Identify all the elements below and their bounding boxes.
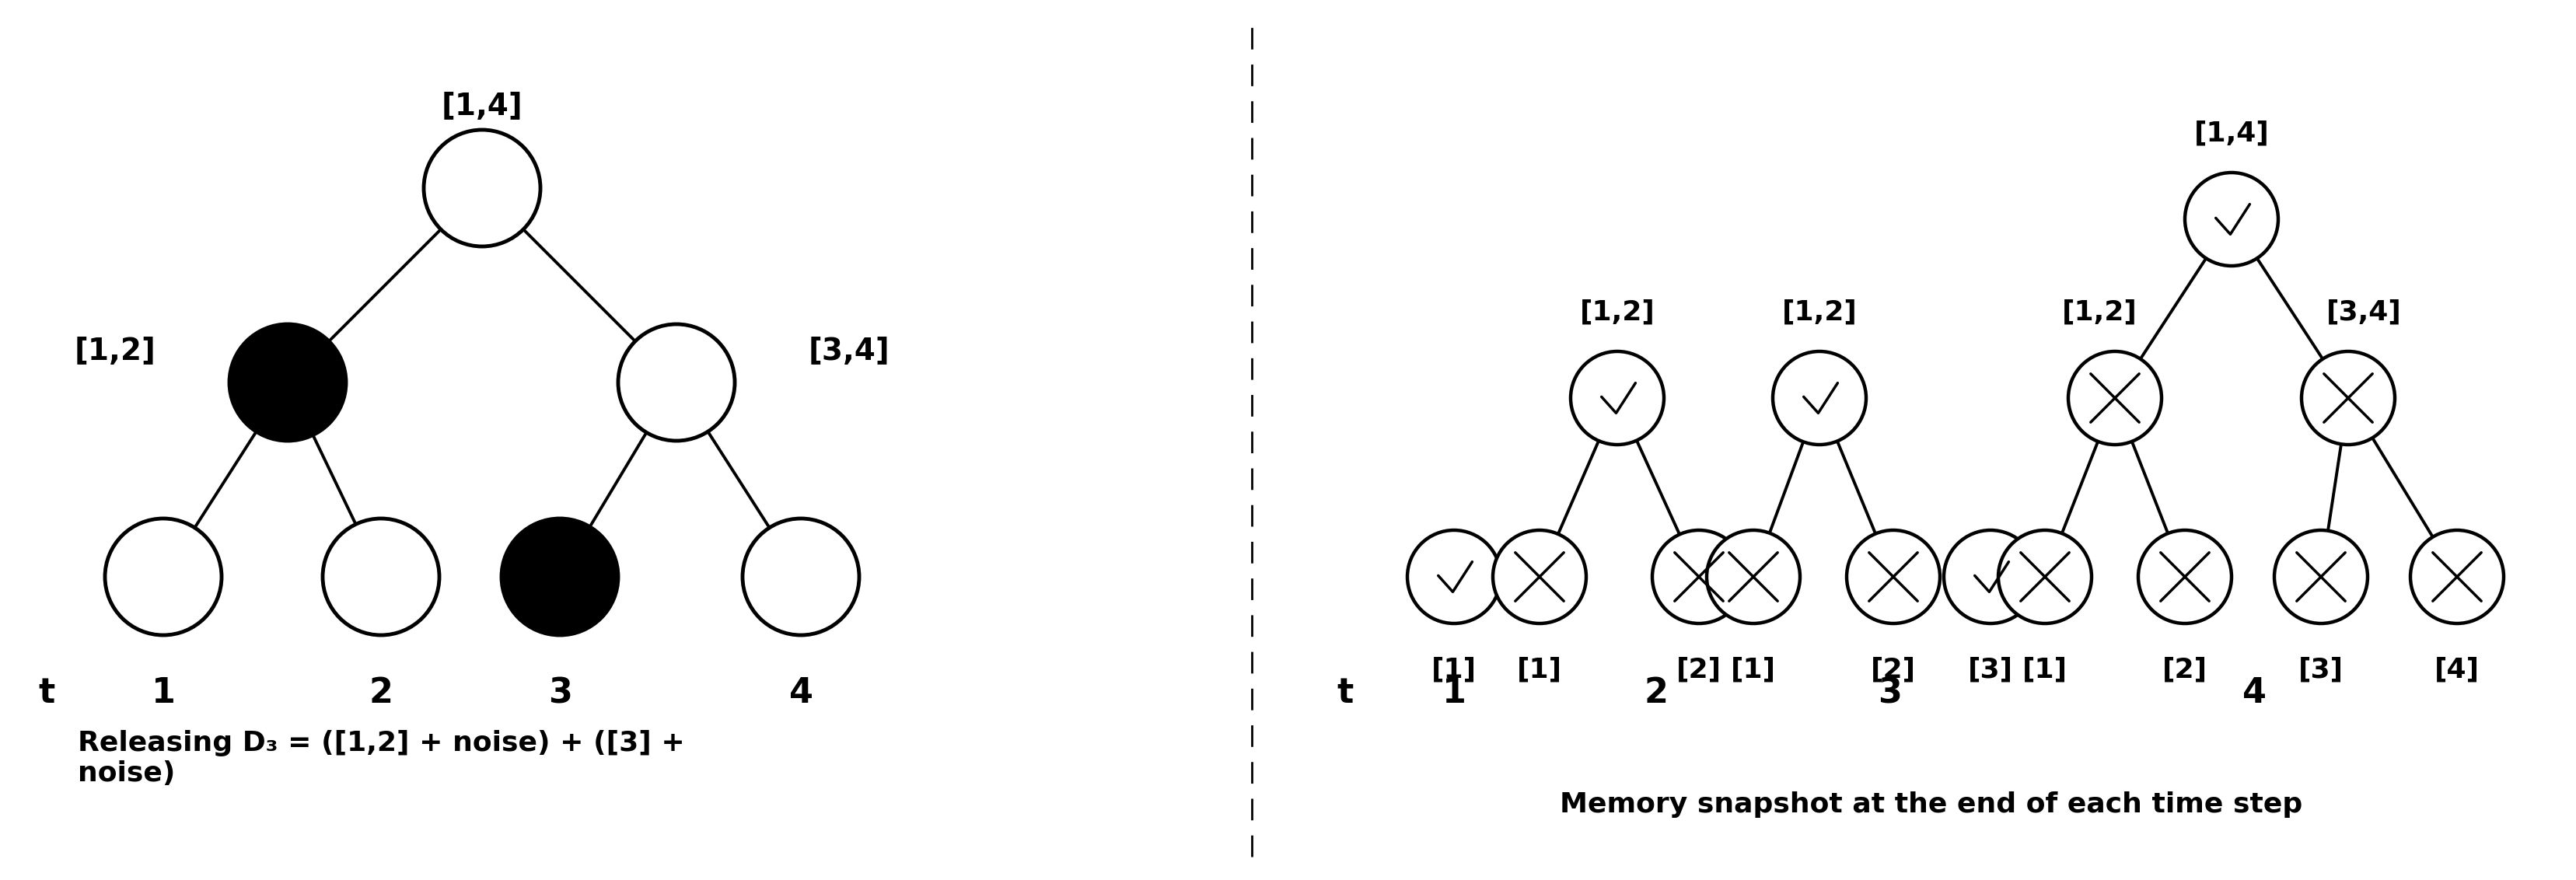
Circle shape [322, 518, 440, 635]
Text: [1,2]: [1,2] [1579, 299, 1654, 326]
Text: [2]: [2] [1677, 656, 1721, 684]
Circle shape [618, 324, 734, 441]
Text: [4]: [4] [2434, 656, 2481, 684]
Circle shape [2300, 351, 2396, 444]
Circle shape [2069, 351, 2161, 444]
Text: [2]: [2] [1870, 656, 1917, 684]
Text: 3: 3 [549, 677, 572, 710]
Circle shape [425, 130, 541, 246]
Circle shape [2138, 530, 2231, 623]
Circle shape [1651, 530, 1747, 623]
Circle shape [502, 518, 618, 635]
Circle shape [1945, 530, 2038, 623]
Text: 2: 2 [368, 677, 394, 710]
Text: [1]: [1] [1517, 656, 1561, 684]
Text: Memory snapshot at the end of each time step: Memory snapshot at the end of each time … [1561, 791, 2303, 818]
Text: [1,2]: [1,2] [75, 337, 155, 366]
Text: [1]: [1] [2022, 656, 2069, 684]
Circle shape [1772, 351, 1865, 444]
Circle shape [1708, 530, 1801, 623]
Text: 4: 4 [2244, 677, 2267, 710]
Text: [1]: [1] [1432, 656, 1476, 684]
Text: 2: 2 [1643, 677, 1669, 710]
Text: [3,4]: [3,4] [2326, 299, 2401, 326]
Text: 1: 1 [152, 677, 175, 710]
Text: [1,4]: [1,4] [2195, 121, 2269, 147]
Text: [1,4]: [1,4] [440, 92, 523, 121]
Text: t: t [1337, 677, 1352, 710]
Text: [1,2]: [1,2] [1783, 299, 1857, 326]
Text: Releasing D₃ = ([1,2] + noise) + ([3] +
noise): Releasing D₃ = ([1,2] + noise) + ([3] + … [77, 730, 685, 787]
Circle shape [2184, 172, 2277, 266]
Circle shape [2411, 530, 2504, 623]
Text: [1]: [1] [1731, 656, 1775, 684]
Circle shape [106, 518, 222, 635]
Circle shape [1847, 530, 1940, 623]
Text: [1,2]: [1,2] [2061, 299, 2138, 326]
Circle shape [1406, 530, 1502, 623]
Text: [3]: [3] [1968, 656, 2012, 684]
Circle shape [229, 324, 345, 441]
Text: 1: 1 [1443, 677, 1466, 710]
Text: 3: 3 [1878, 677, 1901, 710]
Circle shape [1494, 530, 1587, 623]
Text: t: t [39, 677, 54, 710]
Circle shape [2275, 530, 2367, 623]
Circle shape [742, 518, 860, 635]
Circle shape [1999, 530, 2092, 623]
Circle shape [1571, 351, 1664, 444]
Text: [2]: [2] [2161, 656, 2208, 684]
Text: [3]: [3] [2298, 656, 2344, 684]
Text: [3,4]: [3,4] [809, 337, 891, 366]
Text: 4: 4 [788, 677, 814, 710]
